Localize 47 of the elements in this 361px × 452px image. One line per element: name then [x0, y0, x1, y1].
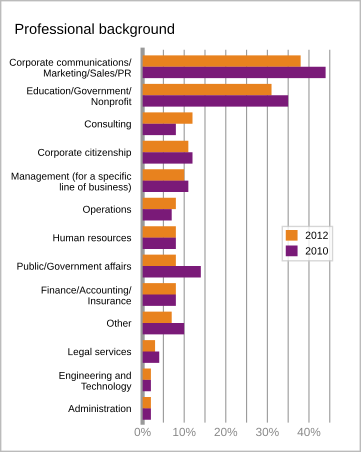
chart-title: Professional background [16, 23, 174, 37]
y-tick-label: Engineering and Technology [59, 372, 132, 392]
bar [142, 152, 193, 164]
x-tick-label: 40% [297, 428, 320, 436]
x-tick-label: 10% [173, 428, 196, 436]
y-tick-label: Administration [68, 404, 131, 412]
bar [142, 294, 176, 306]
bar [142, 66, 326, 78]
bar [142, 112, 193, 124]
bar [142, 380, 151, 392]
bar [142, 266, 201, 278]
y-tick-label: Human resources [53, 234, 132, 242]
y-tick-label: Operations [83, 206, 132, 215]
y-tick-label: Consulting [84, 120, 131, 130]
bar [142, 397, 151, 408]
y-tick-label: Corporate communications/ Marketing/Sales/PR [10, 58, 132, 79]
y-tick-label: Education/Government/ Nonprofit [27, 86, 132, 108]
bar [142, 124, 176, 136]
bar [142, 84, 272, 96]
bar [142, 312, 172, 323]
bar [142, 180, 188, 192]
bar [142, 368, 151, 380]
x-tick-label: 20% [214, 428, 238, 436]
bar [142, 140, 188, 152]
y-tick-label: Corporate citizenship [38, 148, 132, 158]
bar [142, 198, 176, 210]
bar [142, 351, 160, 363]
y-tick-label: Public/Government affairs [17, 262, 132, 270]
y-tick-label: Finance/Accounting/ Insurance [42, 286, 132, 304]
bar [142, 238, 176, 249]
bar [142, 95, 288, 107]
bar [142, 408, 151, 420]
x-tick-label: 0% [134, 428, 151, 436]
bar [142, 226, 176, 238]
y-tick-label: Management (for a specific line of business) [12, 172, 132, 192]
bar [142, 169, 184, 181]
y-tick-label: Legal services [68, 348, 132, 358]
bar [142, 322, 184, 334]
bar [142, 55, 301, 67]
bar [142, 283, 176, 295]
bar [142, 209, 172, 221]
bar [142, 340, 156, 352]
bar [142, 254, 176, 266]
legend-label: 2010 [306, 247, 328, 255]
y-tick-label: Other [106, 319, 132, 327]
x-tick-label: 30% [256, 428, 279, 436]
legend-label: 2012 [306, 232, 328, 239]
